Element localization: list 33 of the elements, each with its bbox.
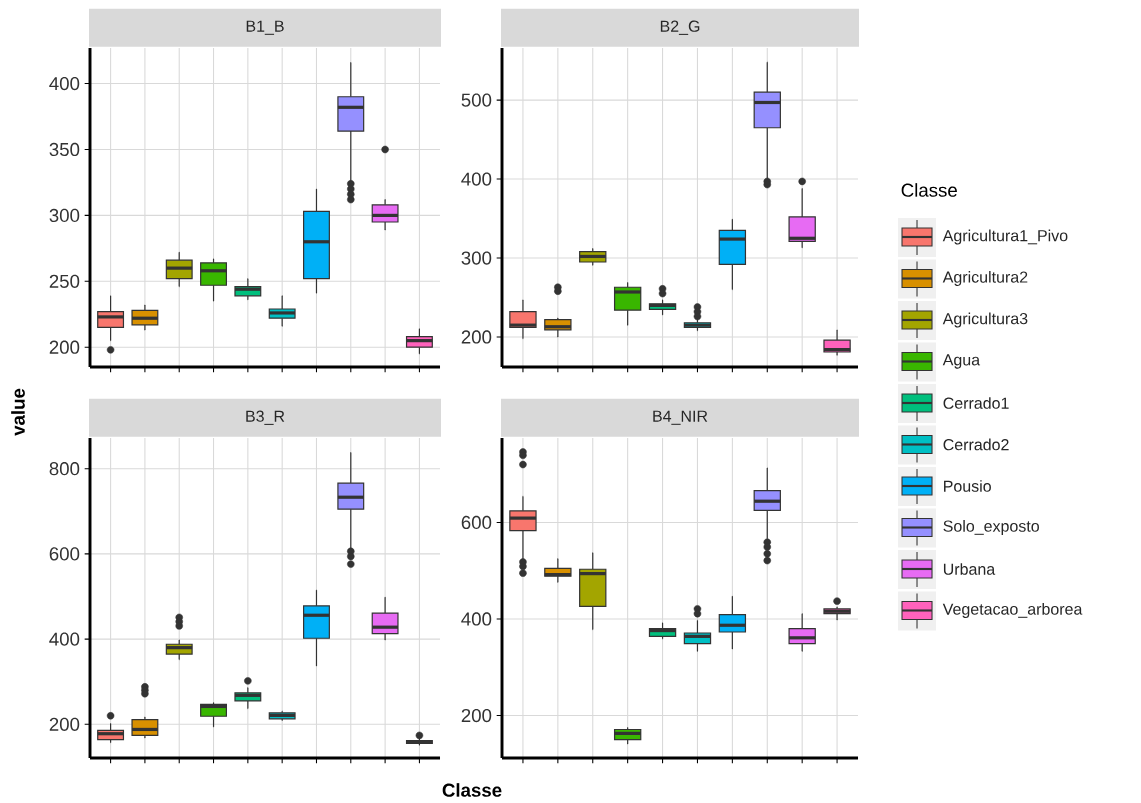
y-tick-label: 200 bbox=[461, 330, 492, 344]
chart-title: B2_G bbox=[660, 20, 700, 35]
legend-label: Pousio bbox=[944, 480, 991, 492]
y-tick-label: 400 bbox=[49, 76, 80, 91]
y-tick-label: 200 bbox=[461, 708, 492, 723]
y-tick-label: 250 bbox=[49, 274, 80, 288]
legend-label: Agricultura1_Pivo bbox=[942, 229, 1068, 245]
legend-title: Classe bbox=[901, 183, 957, 197]
chart-title: B1_B bbox=[246, 20, 284, 35]
legend-label: Cerrado1 bbox=[943, 397, 1009, 409]
legend-label: Agua bbox=[942, 354, 981, 369]
chart-title: B4_NIR bbox=[653, 410, 708, 425]
y-tick-label: 200 bbox=[49, 340, 80, 354]
x-axis-title: Classe bbox=[442, 783, 502, 797]
y-tick-label: 600 bbox=[461, 515, 492, 530]
y-tick-label: 400 bbox=[461, 172, 492, 186]
y-axis-title: value bbox=[11, 388, 25, 436]
y-tick-label: 350 bbox=[49, 142, 80, 157]
y-tick-label: 300 bbox=[461, 251, 492, 265]
legend-label: Solo_exposto bbox=[943, 520, 1039, 535]
y-tick-label: 300 bbox=[49, 208, 80, 223]
legend-label: Urbana bbox=[943, 563, 996, 575]
legend-label: Vegetacao_arborea bbox=[942, 603, 1083, 618]
chart-title: B3_R bbox=[246, 410, 285, 425]
y-tick-label: 600 bbox=[49, 547, 80, 561]
y-tick-label: 800 bbox=[49, 462, 80, 476]
legend-label: Agricultura3 bbox=[942, 312, 1028, 328]
y-tick-label: 500 bbox=[461, 93, 492, 107]
legend-label: Agricultura2 bbox=[942, 271, 1028, 286]
legend-label: Cerrado2 bbox=[943, 438, 1009, 451]
y-tick-label: 400 bbox=[49, 632, 80, 646]
y-tick-label: 200 bbox=[49, 717, 80, 731]
y-tick-label: 400 bbox=[461, 612, 492, 626]
